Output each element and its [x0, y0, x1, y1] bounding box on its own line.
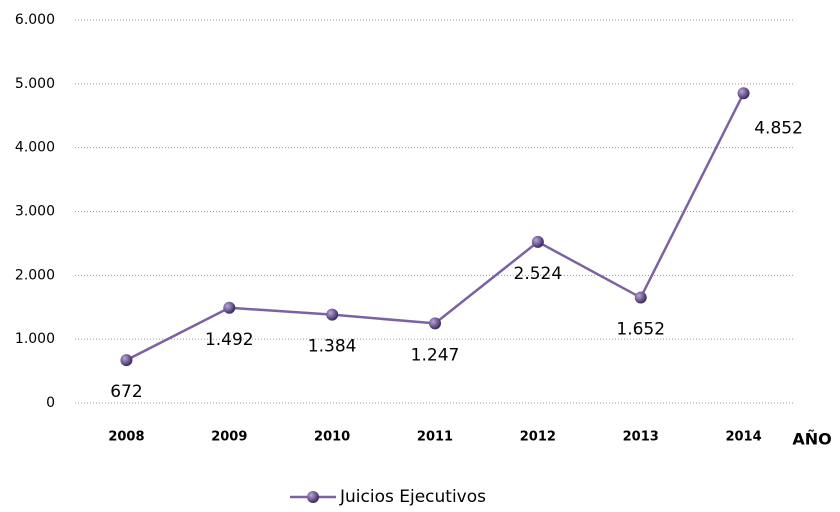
point [223, 301, 236, 314]
x-axis-label: AÑO [792, 430, 831, 449]
x-tick-label: 2009 [211, 430, 247, 445]
y-tick-label: 0 [46, 395, 55, 411]
y-tick-label: 1.000 [15, 331, 55, 347]
data-label: 2.524 [514, 264, 563, 284]
x-tick-label: 2013 [623, 430, 659, 445]
legend-label: Juicios Ejecutivos [339, 487, 486, 507]
y-tick-label: 6.000 [15, 12, 55, 28]
point [326, 308, 339, 321]
y-tick-label: 5.000 [15, 76, 55, 92]
point [120, 354, 133, 367]
data-label: 672 [110, 382, 142, 402]
x-tick-label: 2010 [314, 430, 350, 445]
data-label: 1.384 [308, 337, 357, 357]
x-tick-label: 2011 [417, 430, 453, 445]
point [531, 235, 544, 248]
data-label: 1.247 [411, 345, 460, 365]
x-tick-label: 2008 [108, 430, 144, 445]
y-tick-label: 3.000 [15, 204, 55, 220]
data-label: 4.852 [754, 118, 803, 138]
legend-marker [307, 491, 319, 503]
x-tick-label: 2014 [725, 430, 761, 445]
point [737, 87, 750, 100]
y-tick-label: 4.000 [15, 140, 55, 156]
x-tick-label: 2012 [520, 430, 556, 445]
data-label: 1.492 [205, 330, 254, 350]
data-label: 1.652 [616, 320, 665, 340]
point [634, 291, 647, 304]
y-tick-label: 2.000 [15, 267, 55, 283]
point [429, 317, 441, 330]
